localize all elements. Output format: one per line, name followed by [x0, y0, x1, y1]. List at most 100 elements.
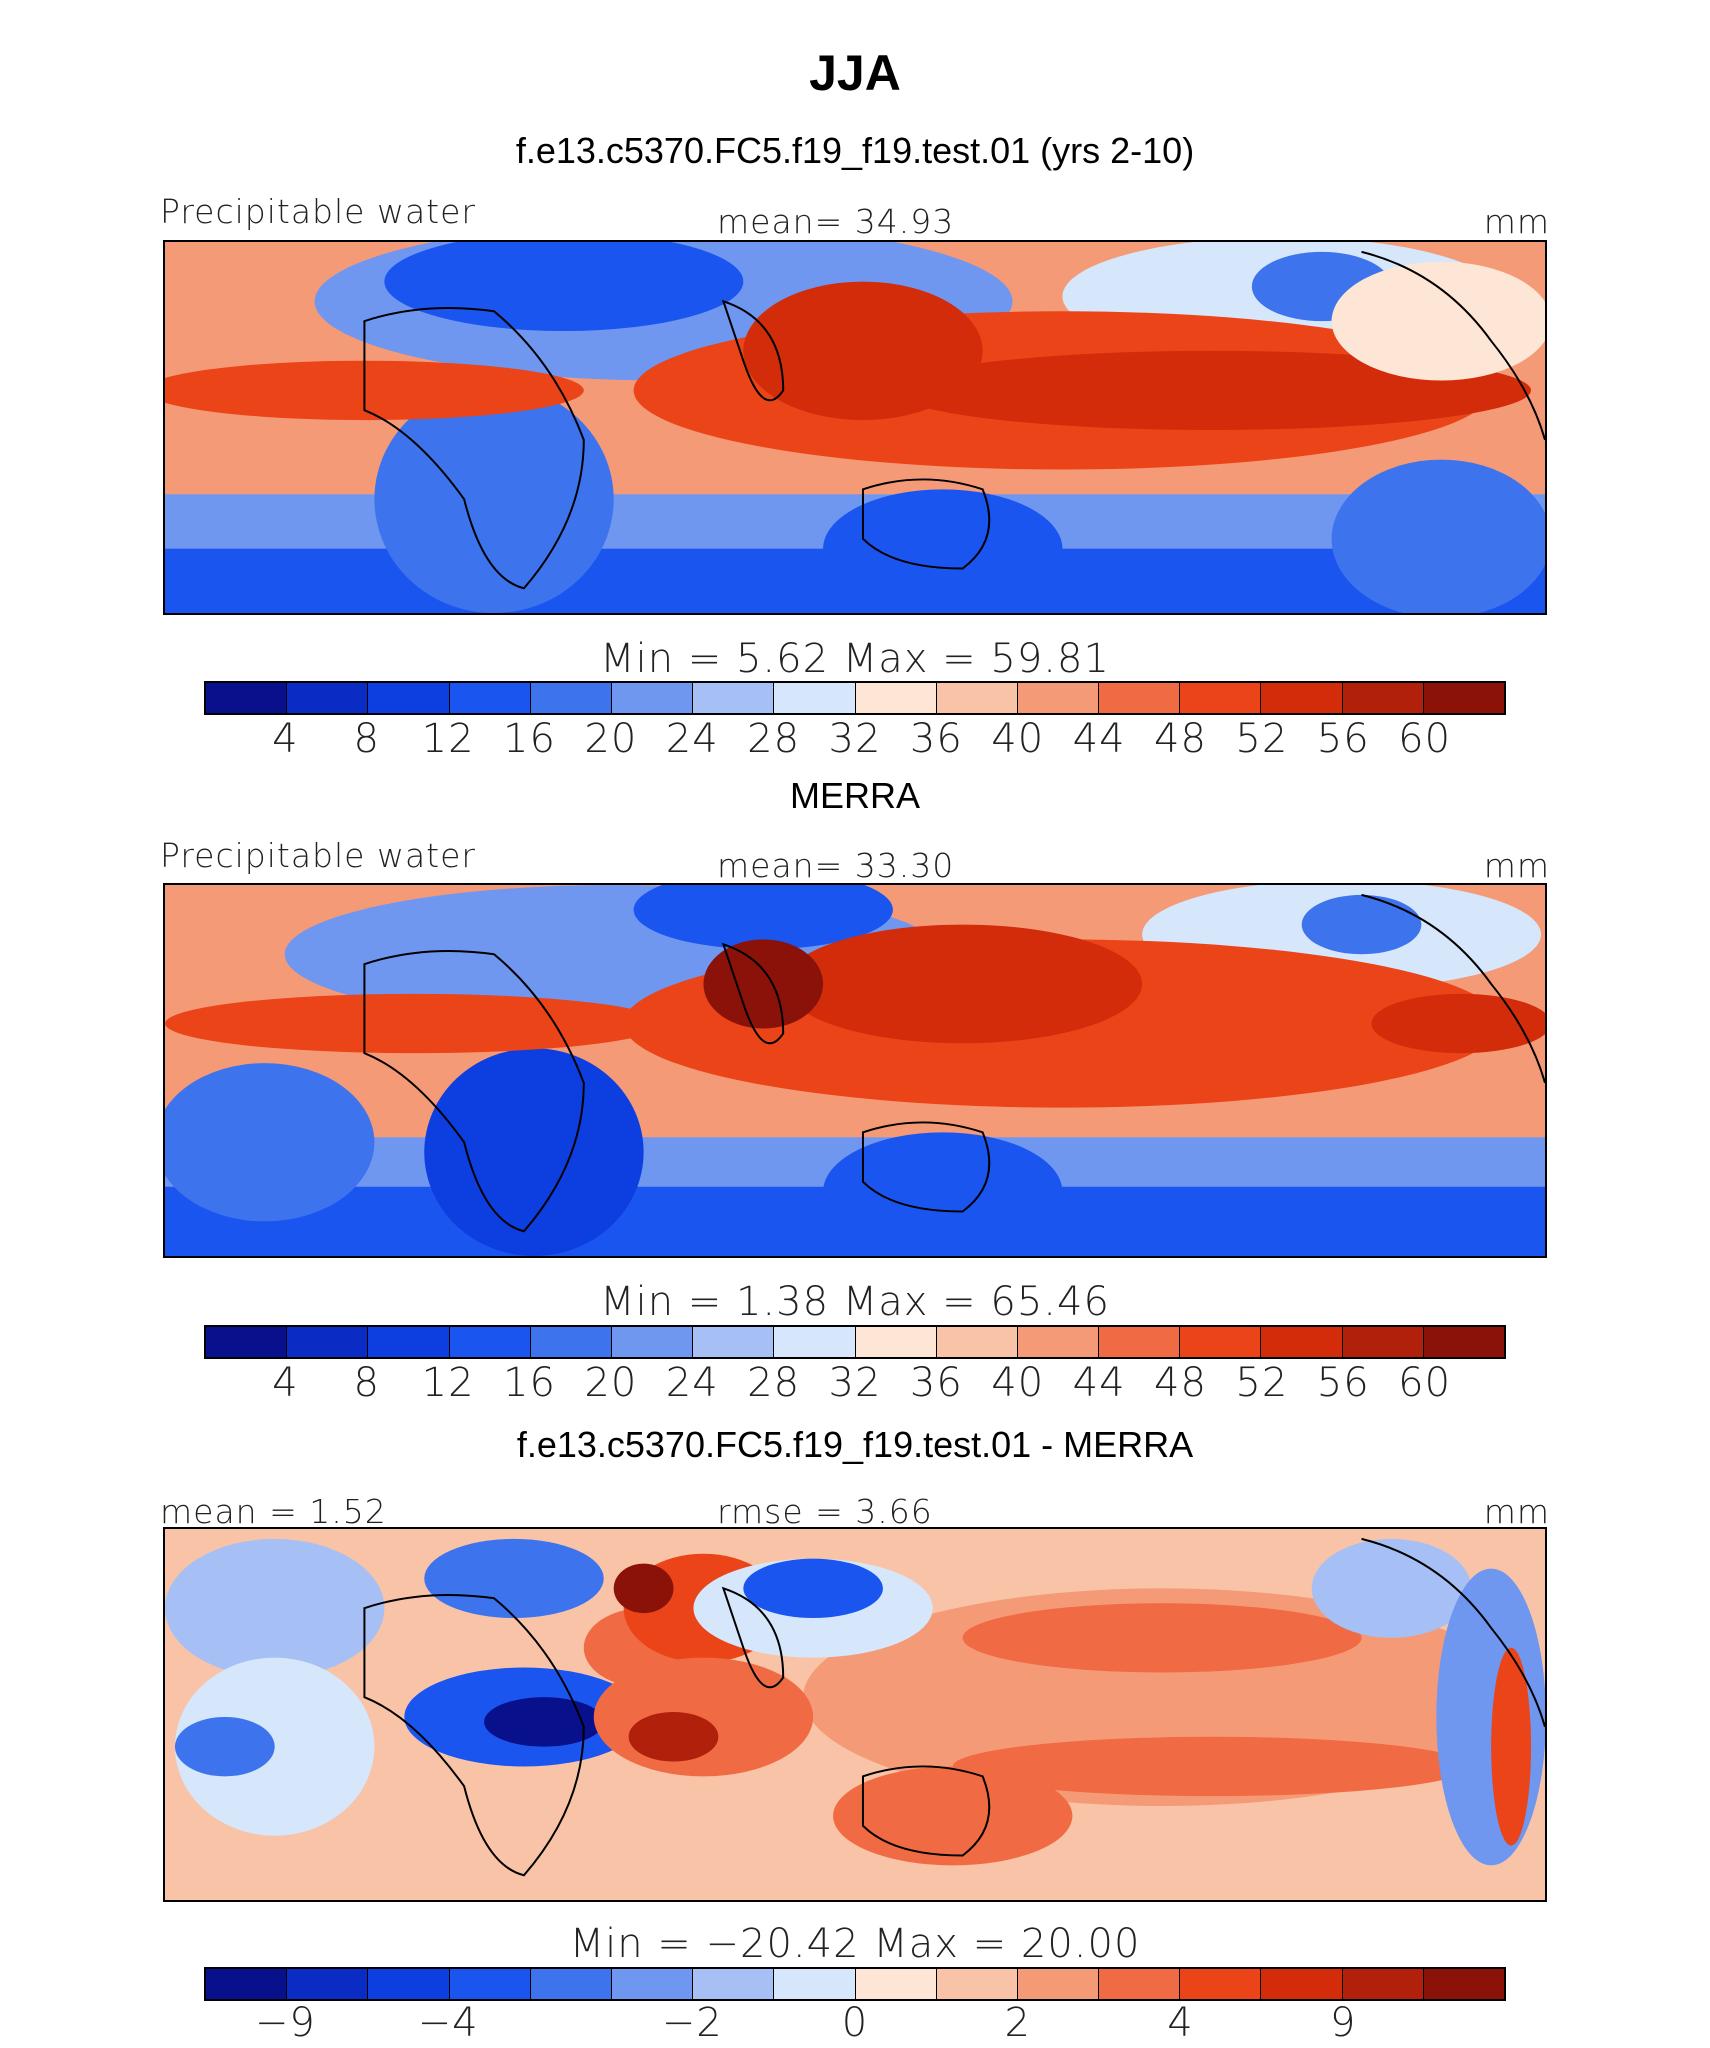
panel-3-colorbar-cell: [368, 1969, 450, 1999]
panel-2-colorbar-cell: [368, 1327, 450, 1357]
panel-2-colorbar-cell: [693, 1327, 775, 1357]
panel-3-mean-label: mean = 1.52: [160, 1492, 387, 1531]
panel-2-colorbar-cell: [449, 1327, 531, 1357]
panel-3-colorbar-cell: [1423, 1969, 1504, 1999]
panel-2-colorbar-tick: 24: [665, 1360, 719, 1406]
panel-2-colorbar-cell: [774, 1327, 856, 1357]
panel-1-map-svg: [165, 242, 1545, 613]
panel-1-colorbar-cell: [936, 683, 1018, 713]
panel-2-colorbar-tick: 44: [1072, 1360, 1126, 1406]
panel-2-colorbar-cell: [611, 1327, 694, 1357]
panel-3-minmax: Min = −20.42 Max = 20.00: [569, 1921, 1141, 1967]
panel-2-colorbar: [204, 1325, 1506, 1359]
panel-1-colorbar-tick: 36: [909, 716, 963, 762]
panel-3-colorbar-cell: [206, 1969, 288, 1999]
panel-1-map: [163, 240, 1547, 615]
panel-3-map-svg: [165, 1529, 1545, 1900]
panel-1-colorbar-tick: 12: [421, 716, 475, 762]
panel-3-colorbar-cell: [936, 1969, 1018, 1999]
panel-2-colorbar-cell: [1261, 1327, 1343, 1357]
panel-2-map: [163, 883, 1547, 1258]
panel-1-colorbar-cell: [206, 683, 288, 713]
panel-3-colorbar-cell: [855, 1969, 937, 1999]
panel-1-colorbar-tick: 32: [828, 716, 882, 762]
panel-2-colorbar-cell: [1099, 1327, 1181, 1357]
panel-1-colorbar-tick: 56: [1316, 716, 1370, 762]
panel-1-minmax: Min = 5.62 Max = 59.81: [600, 636, 1110, 682]
panel-2-colorbar-cell: [1423, 1327, 1504, 1357]
panel-1-colorbar-cell: [1180, 683, 1262, 713]
panel-2-colorbar-tick: 32: [828, 1360, 882, 1406]
panel-1-colorbar-cell: [530, 683, 612, 713]
panel-2-map-svg: [165, 885, 1545, 1256]
panel-3-rmse-label: rmse = 3.66: [717, 1492, 933, 1531]
panel-1-colorbar-cell: [693, 683, 775, 713]
panel-3-colorbar-tick: 2: [1004, 2000, 1031, 2046]
panel-2-colorbar-tick: 4: [272, 1360, 299, 1406]
panel-1-colorbar-tick: 60: [1398, 716, 1452, 762]
panel-2-colorbar-tick: 16: [503, 1360, 556, 1406]
panel-3-colorbar-cell: [1180, 1969, 1262, 1999]
panel-3-colorbar-ticks: −9 −4 −2 0 2 4 9: [0, 2000, 1710, 2048]
panel-1-colorbar-tick: 44: [1072, 716, 1126, 762]
panel-3-colorbar-cell: [693, 1969, 775, 1999]
panel-3-colorbar-tick: 9: [1330, 2000, 1357, 2046]
panel-3-colorbar-cell: [1017, 1969, 1100, 1999]
panel-2-colorbar-tick: 40: [991, 1360, 1045, 1406]
panel-1-colorbar-tick: 48: [1154, 716, 1207, 762]
panel-1-colorbar-tick: 40: [991, 716, 1045, 762]
panel-2-colorbar-tick: 28: [747, 1360, 801, 1406]
panel-1-colorbar-cell: [368, 683, 450, 713]
panel-3-colorbar-tick: −9: [254, 2000, 316, 2046]
panel-2-colorbar-cell: [1017, 1327, 1100, 1357]
panel-2-mean-label: mean= 33.30: [717, 846, 955, 885]
panel-1-colorbar-cell: [774, 683, 856, 713]
panel-3-colorbar-cell: [530, 1969, 612, 1999]
panel-1-colorbar-tick: 16: [503, 716, 556, 762]
panel-3-colorbar-cell: [1342, 1969, 1424, 1999]
panel-3-colorbar-tick: 0: [841, 2000, 869, 2046]
panel-1-colorbar-tick: 4: [272, 716, 299, 762]
panel-2-colorbar-cell: [1342, 1327, 1424, 1357]
panel-2-colorbar-ticks: 4 8 12 16 20 24 28 32 36 40 44 48 52 56 60: [0, 1360, 1710, 1410]
panel-1-colorbar-tick: 8: [353, 716, 380, 762]
panel-1-colorbar-tick: 24: [665, 716, 719, 762]
panel-2-colorbar-tick: 48: [1154, 1360, 1207, 1406]
panel-2-colorbar-cell: [855, 1327, 937, 1357]
panel-1-colorbar-cell: [449, 683, 531, 713]
panel-2-colorbar-tick: 8: [353, 1360, 380, 1406]
panel-1-colorbar-tick: 20: [584, 716, 638, 762]
panel-2-subtitle: MERRA: [789, 775, 920, 816]
panel-1-colorbar-cell: [611, 683, 694, 713]
panel-2-variable-label: Precipitable water: [160, 836, 476, 875]
panel-1-colorbar-tick: 52: [1235, 716, 1289, 762]
panel-1-variable-label: Precipitable water: [160, 192, 476, 231]
panel-1-colorbar-cell: [1261, 683, 1343, 713]
panel-2-colorbar-tick: 60: [1398, 1360, 1452, 1406]
panel-2-colorbar-cell: [206, 1327, 288, 1357]
panel-2-colorbar-tick: 36: [909, 1360, 963, 1406]
panel-1-colorbar-cell: [1099, 683, 1181, 713]
panel-2-units-label: mm: [1483, 846, 1550, 885]
panel-1-colorbar-cell: [1342, 683, 1424, 713]
panel-2-colorbar-cell: [287, 1327, 369, 1357]
panel-2-colorbar-tick: 12: [421, 1360, 475, 1406]
panel-3-colorbar-cell: [774, 1969, 856, 1999]
panel-1-colorbar: [204, 681, 1506, 715]
panel-2-colorbar-cell: [936, 1327, 1018, 1357]
panel-1-colorbar-cell: [855, 683, 937, 713]
panel-3-colorbar-cell: [1099, 1969, 1181, 1999]
figure-title: JJA: [809, 45, 901, 101]
panel-3-colorbar-tick: 4: [1167, 2000, 1194, 2046]
panel-2-colorbar-cell: [530, 1327, 612, 1357]
panel-3-colorbar-cell: [611, 1969, 694, 1999]
panel-2-colorbar-tick: 56: [1316, 1360, 1370, 1406]
panel-3-colorbar-cell: [1261, 1969, 1343, 1999]
panel-3-units-label: mm: [1483, 1492, 1550, 1531]
panel-2-colorbar-tick: 20: [584, 1360, 638, 1406]
panel-2-minmax: Min = 1.38 Max = 65.46: [600, 1279, 1110, 1325]
panel-3-colorbar-cell: [287, 1969, 369, 1999]
panel-3-colorbar-tick: −4: [417, 2000, 479, 2046]
panel-3-subtitle: f.e13.c5370.FC5.f19_f19.test.01 - MERRA: [516, 1424, 1194, 1465]
panel-1-colorbar-cell: [287, 683, 369, 713]
